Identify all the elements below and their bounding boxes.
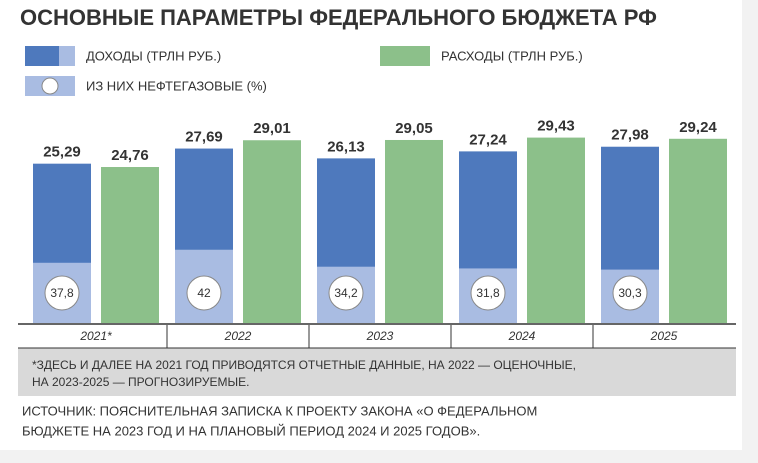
page-edge <box>742 0 758 463</box>
share-label: 42 <box>197 286 211 300</box>
legend-label: ИЗ НИХ НЕФТЕГАЗОВЫЕ (%) <box>86 78 267 93</box>
legend-label: ДОХОДЫ (ТРЛН РУБ.) <box>86 48 221 63</box>
bar <box>527 137 585 323</box>
legend-swatch <box>380 46 430 66</box>
value-label: 29,01 <box>253 120 291 137</box>
share-circle <box>186 275 222 311</box>
value-label: 26,13 <box>327 138 365 155</box>
footnote: *ЗДЕСЬ И ДАЛЕЕ НА 2021 ГОД ПРИВОДЯТСЯ ОТ… <box>32 358 576 372</box>
share-circle <box>470 275 506 311</box>
value-label: 24,76 <box>111 147 149 164</box>
source: БЮДЖЕТЕ НА 2023 ГОД И НА ПЛАНОВЫЙ ПЕРИОД… <box>22 423 480 438</box>
x-tick-label: 2024 <box>508 329 536 343</box>
x-tick-label: 2025 <box>650 329 678 343</box>
source: ИСТОЧНИК: ПОЯСНИТЕЛЬНАЯ ЗАПИСКА К ПРОЕКТ… <box>22 403 537 418</box>
value-label: 29,43 <box>537 118 575 135</box>
value-label: 25,29 <box>43 144 81 161</box>
bar <box>101 167 159 323</box>
x-tick-label: 2022 <box>224 329 252 343</box>
legend-swatch <box>59 46 75 66</box>
footnote-box <box>18 348 736 396</box>
x-tick-label: 2021* <box>79 329 112 343</box>
value-label: 27,69 <box>185 129 223 146</box>
value-label: 27,98 <box>611 127 649 144</box>
chart-title: ОСНОВНЫЕ ПАРАМЕТРЫ ФЕДЕРАЛЬНОГО БЮДЖЕТА … <box>20 5 657 30</box>
share-label: 37,8 <box>50 286 74 300</box>
share-label: 31,8 <box>476 286 500 300</box>
bar <box>669 138 727 323</box>
share-circle <box>328 275 364 311</box>
legend-label: РАСХОДЫ (ТРЛН РУБ.) <box>441 48 583 63</box>
x-tick-label: 2023 <box>366 329 394 343</box>
share-circle <box>612 275 648 311</box>
share-circle <box>44 275 80 311</box>
bar <box>243 140 301 323</box>
share-label: 34,2 <box>334 286 358 300</box>
bar <box>385 139 443 323</box>
legend-swatch <box>25 46 59 66</box>
legend-circle <box>41 77 59 95</box>
page-edge <box>0 450 758 463</box>
footnote: НА 2023-2025 — ПРОГНОЗИРУЕМЫЕ. <box>32 375 249 389</box>
share-label: 30,3 <box>618 286 642 300</box>
value-label: 29,05 <box>395 120 433 137</box>
value-label: 29,24 <box>679 119 717 136</box>
value-label: 27,24 <box>469 131 507 148</box>
